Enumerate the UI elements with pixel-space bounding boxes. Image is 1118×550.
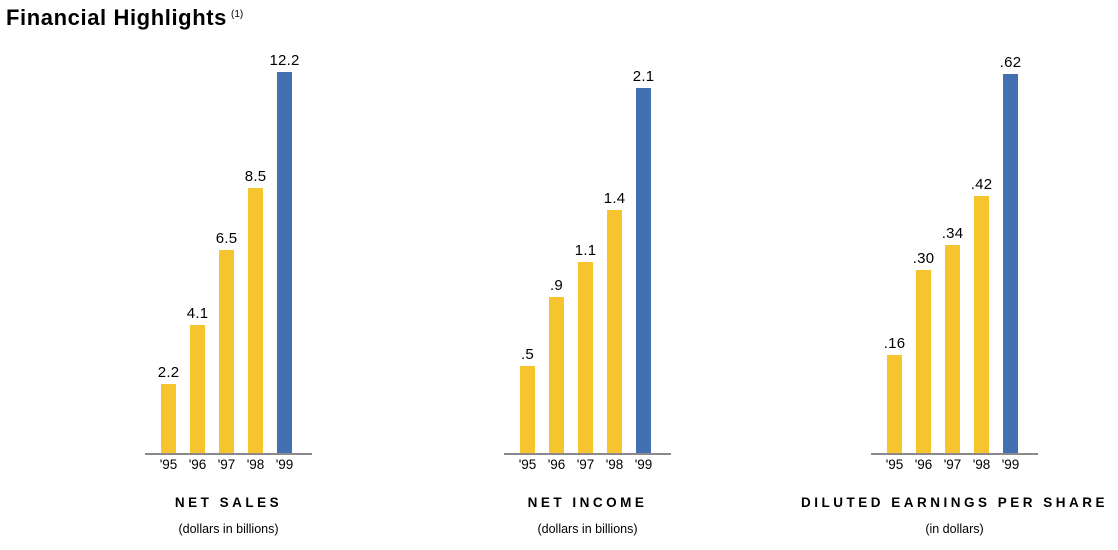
x-axis-labels: '95 '96 '97 '98 '99	[159, 457, 294, 472]
bar-yr96	[190, 325, 205, 453]
bar-column: 4.1	[186, 305, 209, 453]
bar-column: .16	[883, 335, 906, 453]
bar-value-label: 1.1	[574, 242, 597, 259]
x-axis-label: '95	[518, 457, 537, 472]
bar-value-label: .30	[912, 250, 935, 267]
bar-column: 2.2	[157, 364, 180, 453]
x-axis-label: '96	[547, 457, 566, 472]
chart-diluted-eps: .16.30.34.42.62 '95'96'97'98'99 DILUTED …	[801, 0, 1105, 550]
bar-value-label: .42	[970, 176, 993, 193]
x-axis-label: '99	[275, 457, 294, 472]
bar-column: .42	[970, 176, 993, 453]
bar-value-label: 8.5	[244, 168, 267, 185]
bar-column: 2.1	[632, 68, 655, 453]
page-title-text: Financial Highlights	[6, 5, 228, 30]
bar-yr96	[916, 270, 931, 453]
bar-column: 1.4	[603, 190, 626, 453]
bar-column: .62	[999, 54, 1022, 453]
x-axis-label: '96	[914, 457, 933, 472]
footnote-marker: (1)	[231, 8, 244, 20]
bar-value-label: .34	[941, 225, 964, 242]
bar-value-label: 12.2	[269, 52, 300, 69]
bar-value-label: .16	[883, 335, 906, 352]
x-axis-label: '98	[605, 457, 624, 472]
chart-title: DILUTED EARNINGS PER SHARE	[800, 495, 1109, 510]
bar-yr99	[277, 72, 292, 453]
bar-column: .9	[549, 278, 564, 453]
x-axis-label: '97	[217, 457, 236, 472]
x-axis-label: '95	[885, 457, 904, 472]
bar-value-label: .9	[550, 277, 563, 294]
bar-value-label: 4.1	[186, 305, 209, 322]
x-axis-labels: '95 '96 '97 '98 '99	[885, 457, 1020, 472]
x-axis-line	[871, 453, 1038, 455]
chart-subtitle: (dollars in billions)	[537, 522, 638, 536]
bar-column: 12.2	[270, 53, 299, 453]
x-axis-label: '98	[246, 457, 265, 472]
bar-yr98	[248, 188, 263, 453]
page-title: Financial Highlights (1)	[6, 5, 243, 31]
bar-yr95	[520, 366, 535, 453]
x-axis-labels: '95 '96 '97 '98 '99	[518, 457, 653, 472]
x-axis-label: '96	[188, 457, 207, 472]
x-axis-label: '98	[972, 457, 991, 472]
chart-net-income: .5 .9 1.1 1.4 2.1 '95 '96 '97 '98 '99 NET INCOME…	[504, 0, 671, 550]
bar-group: .5 .9 1.1 1.4 2.1	[520, 68, 655, 453]
bar-value-label: 6.5	[215, 230, 238, 247]
x-axis-label: '99	[634, 457, 653, 472]
chart-title: NET SALES	[174, 495, 283, 510]
bar-yr99	[636, 88, 651, 453]
bar-column: .34	[941, 225, 964, 453]
bar-value-label: 1.4	[603, 190, 626, 207]
bar-yr98	[607, 210, 622, 453]
bar-group: 2.2 4.1 6.5 8.5 12.2	[157, 53, 299, 453]
x-axis-label: '97	[576, 457, 595, 472]
bar-column: 6.5	[215, 230, 238, 453]
x-axis-line	[504, 453, 671, 455]
chart-title: NET INCOME	[527, 495, 648, 510]
bar-yr98	[974, 196, 989, 453]
bar-value-label: 2.2	[157, 364, 180, 381]
bar-yr96	[549, 297, 564, 453]
x-axis-label: '99	[1001, 457, 1020, 472]
chart-subtitle: (dollars in billions)	[178, 522, 279, 536]
bar-column: .30	[912, 250, 935, 453]
bar-column: .5	[520, 347, 535, 453]
chart-subtitle: (in dollars)	[925, 522, 984, 536]
bar-value-label: 2.1	[632, 68, 655, 85]
bar-column: 1.1	[574, 242, 597, 453]
bar-yr97	[578, 262, 593, 453]
bar-group: .16 .30 .34 .42 .62	[883, 54, 1022, 453]
bar-value-label: .62	[999, 54, 1022, 71]
bar-yr95	[887, 355, 902, 453]
x-axis-line	[145, 453, 312, 455]
bar-yr95	[161, 384, 176, 453]
chart-net-sales: 2.2 4.1 6.5 8.5 12.2 '95 '96 '97 '98 '99 NET SAL…	[145, 0, 312, 550]
x-axis-label: '97	[943, 457, 962, 472]
bar-yr99	[1003, 74, 1018, 453]
bar-column: 8.5	[244, 168, 267, 453]
bar-yr97	[219, 250, 234, 453]
bar-yr97	[945, 245, 960, 453]
x-axis-label: '95	[159, 457, 178, 472]
bar-value-label: .5	[521, 346, 534, 363]
